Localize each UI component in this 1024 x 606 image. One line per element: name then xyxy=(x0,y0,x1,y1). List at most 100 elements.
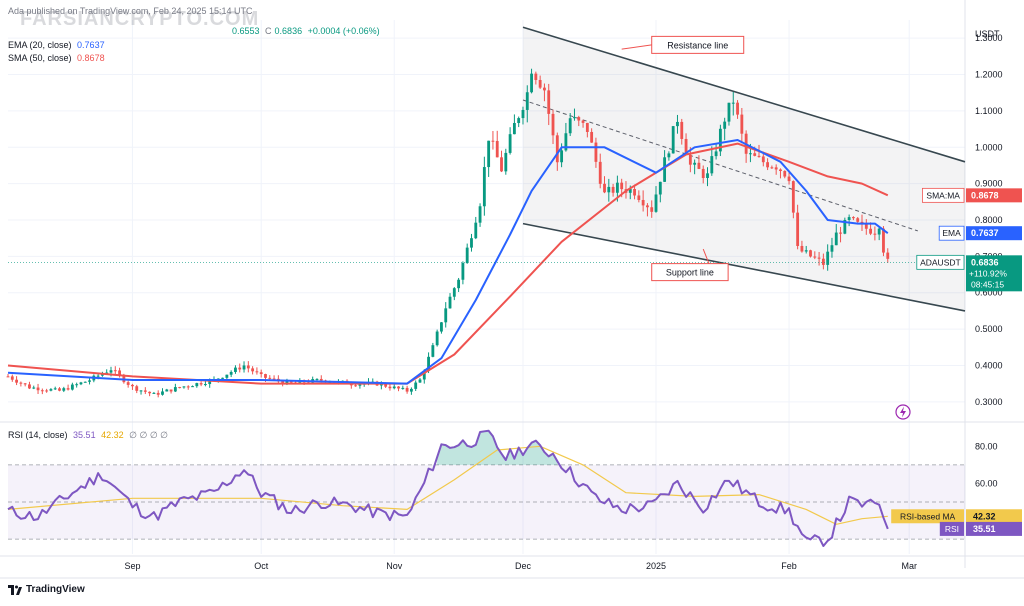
candle-2024-11-20 xyxy=(474,216,478,240)
candle-body xyxy=(886,252,890,259)
candle-2024-10-14 xyxy=(315,378,319,381)
price-label-name: ADAUSDT xyxy=(920,257,961,267)
candle-2025-01-29 xyxy=(774,164,778,175)
candle-body xyxy=(88,380,91,382)
candle-2024-11-29 xyxy=(512,114,516,135)
price-label-value: 0.7637 xyxy=(971,228,999,238)
candle-body xyxy=(40,390,44,392)
candle-body xyxy=(152,392,156,394)
candle-2024-09-30 xyxy=(255,367,259,375)
rsi-label-value-box xyxy=(966,521,1022,536)
candle-2025-02-24 xyxy=(886,248,890,263)
candle-body xyxy=(401,387,405,389)
candle-2024-12-18 xyxy=(594,137,598,168)
candle-2024-12-16 xyxy=(585,122,589,138)
candle-body xyxy=(113,370,117,372)
candle-body xyxy=(255,371,259,373)
rsi-legend[interactable]: RSI (14, close) 35.51 42.32 ∅ ∅ ∅ ∅ xyxy=(8,430,171,441)
lightning-icon[interactable] xyxy=(895,404,911,420)
candle-body xyxy=(186,386,190,388)
candle-2024-09-03 xyxy=(139,390,143,395)
candle-body xyxy=(723,121,727,129)
candle-2024-08-13 xyxy=(49,388,53,392)
candle-2024-08-22 xyxy=(88,377,91,385)
candle-body xyxy=(731,102,735,104)
candle-body xyxy=(418,379,422,383)
candle-body xyxy=(349,384,353,386)
candle-body xyxy=(384,383,388,387)
candle-body xyxy=(693,162,697,165)
candle-2025-02-09 xyxy=(821,253,825,270)
candle-body xyxy=(688,154,692,165)
candle-body xyxy=(23,383,27,385)
watermark: FARSIANCRYPTO.COM xyxy=(20,8,260,30)
annotations: Resistance line Support line xyxy=(621,35,745,282)
candle-2024-12-08 xyxy=(551,109,555,145)
candle-2025-02-11 xyxy=(830,237,834,258)
candle-body xyxy=(405,387,409,392)
sma-legend[interactable]: SMA (50, close) 0.8678 xyxy=(8,53,108,63)
time-tick-2: Nov xyxy=(386,561,403,571)
candle-body xyxy=(650,207,654,212)
candle-body xyxy=(882,228,885,253)
candle-body xyxy=(706,173,709,179)
moving-averages xyxy=(7,139,889,385)
candle-body xyxy=(714,151,718,157)
candle-2024-08-05 xyxy=(15,376,18,386)
candle-body xyxy=(834,232,838,246)
candle-body xyxy=(178,387,182,389)
candle-body xyxy=(96,375,100,377)
candle-2024-08-28 xyxy=(113,366,117,375)
tradingview-brand[interactable]: TradingView xyxy=(8,584,85,595)
candle-body xyxy=(727,102,731,122)
candle-body xyxy=(847,217,851,221)
rsi-line xyxy=(7,429,889,547)
candle-2025-01-11 xyxy=(697,155,701,170)
candle-2024-08-16 xyxy=(62,386,66,393)
candle-2024-11-22 xyxy=(482,156,486,216)
candle-2024-08-21 xyxy=(83,381,87,383)
candle-body xyxy=(555,135,559,163)
candle-2024-12-12 xyxy=(568,113,572,137)
candle-2025-02-04 xyxy=(800,240,804,253)
candle-2024-08-06 xyxy=(19,381,23,387)
rsi-pane xyxy=(7,429,965,547)
candle-2024-09-14 xyxy=(186,385,190,390)
candle-2024-12-13 xyxy=(573,108,576,121)
candle-2024-09-25 xyxy=(234,365,237,374)
candle-body xyxy=(749,153,752,155)
candle-body xyxy=(598,161,602,184)
candle-body xyxy=(221,377,224,379)
resistance-line xyxy=(522,26,966,163)
candle-body xyxy=(444,308,448,323)
candle-2025-02-06 xyxy=(809,249,812,258)
price-channel xyxy=(522,26,966,312)
candle-2025-01-20 xyxy=(736,100,739,119)
rsi-label-0: RSI-based MA 42.32 xyxy=(891,509,1022,524)
candle-2025-01-16 xyxy=(718,124,722,157)
time-tick-6: Mar xyxy=(901,561,917,571)
candle-2025-02-07 xyxy=(813,251,817,260)
candle-body xyxy=(508,134,512,153)
candle-body xyxy=(75,384,79,386)
candle-body xyxy=(577,117,581,121)
candle-2024-12-31 xyxy=(650,200,654,218)
candles xyxy=(6,68,890,398)
candle-body xyxy=(139,390,143,392)
candle-2024-11-11 xyxy=(435,329,439,347)
currency-label: USDT xyxy=(975,29,1000,39)
candle-body xyxy=(873,233,877,235)
candle-body xyxy=(135,386,139,391)
candle-2024-11-07 xyxy=(418,377,422,383)
candle-body xyxy=(791,181,795,213)
candle-body xyxy=(191,386,194,388)
candle-2024-11-21 xyxy=(478,203,482,227)
candle-body xyxy=(487,140,491,168)
candle-body xyxy=(538,79,542,88)
ema-legend[interactable]: EMA (20, close) 0.7637 xyxy=(8,40,108,50)
candle-body xyxy=(409,388,413,392)
candle-body xyxy=(229,371,233,375)
candle-body xyxy=(131,384,134,387)
